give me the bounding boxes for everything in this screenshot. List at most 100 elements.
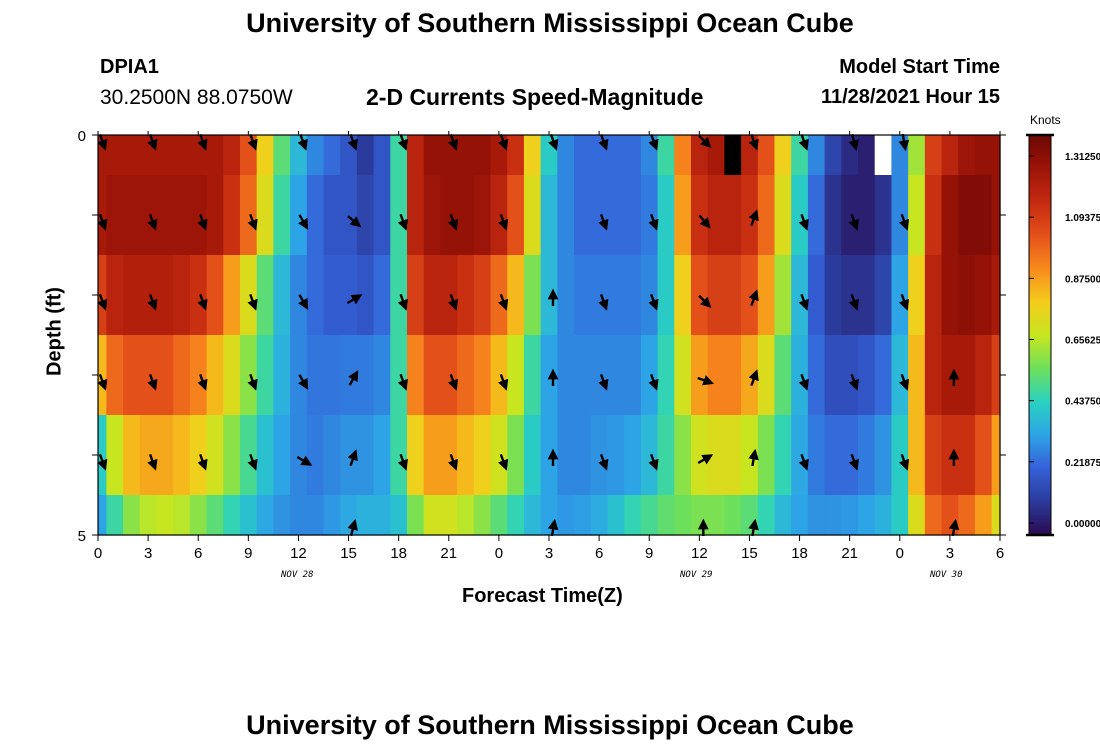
heatmap-cell [991, 255, 1001, 336]
current-vector-arrow [97, 293, 108, 311]
heatmap-cell [106, 335, 124, 416]
heatmap-cell [540, 175, 558, 256]
heatmap-cell [674, 175, 692, 256]
model-start-label: Model Start Time [839, 56, 1000, 78]
heatmap-cell [991, 495, 1001, 536]
heatmap-cell [574, 255, 592, 336]
current-vector-arrow [397, 373, 408, 391]
footer-title: University of Southern Mississippi Ocean… [246, 710, 854, 740]
heatmap-cell [858, 415, 876, 496]
current-vector-arrow [97, 133, 108, 151]
heatmap-cell [624, 335, 642, 416]
heatmap-cell [958, 255, 976, 336]
heatmap-cell [523, 175, 542, 256]
current-vector-arrow [798, 373, 809, 391]
heatmap-cell [824, 415, 842, 496]
heatmap-cell [574, 335, 592, 416]
heatmap-cell [791, 415, 809, 496]
heatmap-cell [974, 135, 993, 176]
heatmap-cell [657, 135, 675, 176]
current-vector-arrow [848, 213, 859, 231]
heatmap-cell [590, 175, 609, 256]
heatmap-cells [98, 135, 1001, 536]
heatmap-cell [256, 495, 274, 536]
heatmap-cell [707, 415, 725, 496]
heatmap-cell [139, 175, 158, 256]
heatmap-cell [574, 415, 592, 496]
heatmap-cell [724, 495, 742, 536]
heatmap-cell [223, 415, 241, 496]
heatmap-cell [256, 175, 274, 256]
x-tick-label: 21 [440, 545, 457, 562]
heatmap-cell [507, 335, 525, 416]
current-vector-arrow [898, 133, 910, 152]
heatmap-cell [841, 175, 859, 256]
current-vector-arrow [97, 373, 108, 391]
x-tick-label: 9 [645, 545, 653, 562]
heatmap-cell [824, 175, 842, 256]
current-vector-arrow [748, 209, 759, 227]
heatmap-cell [958, 175, 976, 256]
heatmap-cell [123, 335, 141, 416]
current-vector-arrow [498, 213, 509, 231]
heatmap-cell [774, 495, 792, 536]
heatmap-cell [540, 495, 558, 536]
heatmap-cell [841, 255, 859, 336]
current-vector-arrow [197, 213, 208, 231]
heatmap-cell [557, 135, 575, 176]
heatmap-cell [407, 335, 425, 416]
colorbar-tick-label: 0.65625 [1065, 336, 1100, 347]
heatmap-cell [674, 135, 692, 176]
heatmap-cell [189, 255, 208, 336]
heatmap-cell [273, 135, 291, 176]
heatmap-cell [941, 495, 959, 536]
heatmap-cell [858, 255, 876, 336]
heatmap-cell [206, 495, 224, 536]
heatmap-cell [106, 135, 124, 176]
heatmap-cell [306, 335, 325, 416]
current-vector-arrow [898, 453, 910, 471]
x-tick-label: 0 [495, 545, 503, 562]
heatmap-cell [440, 335, 458, 416]
heatmap-cell [273, 255, 291, 336]
heatmap-cell [707, 335, 725, 416]
heatmap-cell [974, 175, 993, 256]
heatmap-cell [440, 255, 458, 336]
current-vector-arrow [598, 293, 609, 311]
heatmap-cell [373, 335, 391, 416]
heatmap-cell [390, 135, 408, 176]
heatmap-cell [841, 415, 859, 496]
current-vector-arrow [798, 453, 809, 471]
heatmap-cell [473, 255, 492, 336]
heatmap-cell [774, 255, 792, 336]
heatmap-cell [858, 335, 876, 416]
heatmap-cell [557, 495, 575, 536]
heatmap-cell [98, 335, 107, 416]
heatmap-cell [707, 255, 725, 336]
x-tick-label: 21 [841, 545, 858, 562]
heatmap-cell [373, 415, 391, 496]
current-vector-arrow [697, 454, 714, 465]
heatmap-cell [908, 255, 926, 336]
current-vector-arrow [498, 293, 509, 311]
heatmap-cell [507, 495, 525, 536]
current-vector-arrow [347, 518, 358, 537]
heatmap-cell [356, 415, 375, 496]
heatmap-cell [156, 175, 174, 256]
heatmap-cell [373, 255, 391, 336]
current-vector-arrow [498, 133, 509, 151]
current-vector-arrow [298, 214, 309, 230]
heatmap-cell [123, 255, 141, 336]
heatmap-cell [690, 335, 709, 416]
heatmap-cell [924, 255, 943, 336]
heatmap-cell [390, 255, 408, 336]
heatmap-cell [624, 255, 642, 336]
colorbar-tick-label: 0.87500 [1065, 274, 1100, 285]
heatmap-cell [306, 135, 325, 176]
current-vector-arrow [348, 370, 359, 386]
heatmap-cell [356, 495, 375, 536]
heatmap-cell [423, 495, 442, 536]
missing-data-cell [874, 135, 892, 175]
heatmap-cell [523, 495, 542, 536]
heatmap-cell [423, 415, 442, 496]
